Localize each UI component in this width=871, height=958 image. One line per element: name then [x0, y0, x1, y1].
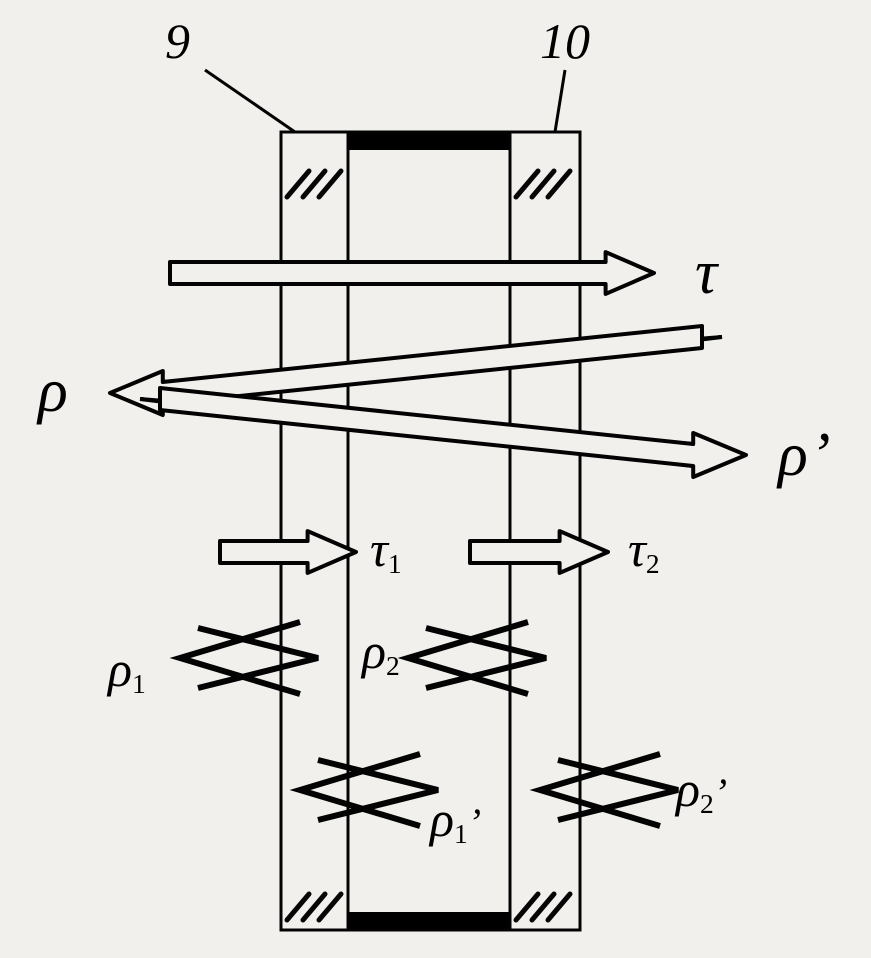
callout-9: 9 [165, 12, 190, 70]
callout-10: 10 [540, 12, 590, 70]
label-rho: ρ [38, 356, 68, 427]
label-tau: τ [695, 238, 717, 309]
label-rhop: ρ’ [778, 420, 828, 491]
label-rho1p: ρ1’ [430, 790, 481, 848]
label-rho2: ρ2 [362, 622, 400, 680]
label-rho2p: ρ2’ [676, 760, 727, 818]
label-tau1: τ1 [370, 520, 402, 578]
label-rho1: ρ1 [108, 640, 146, 698]
label-tau2: τ2 [628, 520, 660, 578]
